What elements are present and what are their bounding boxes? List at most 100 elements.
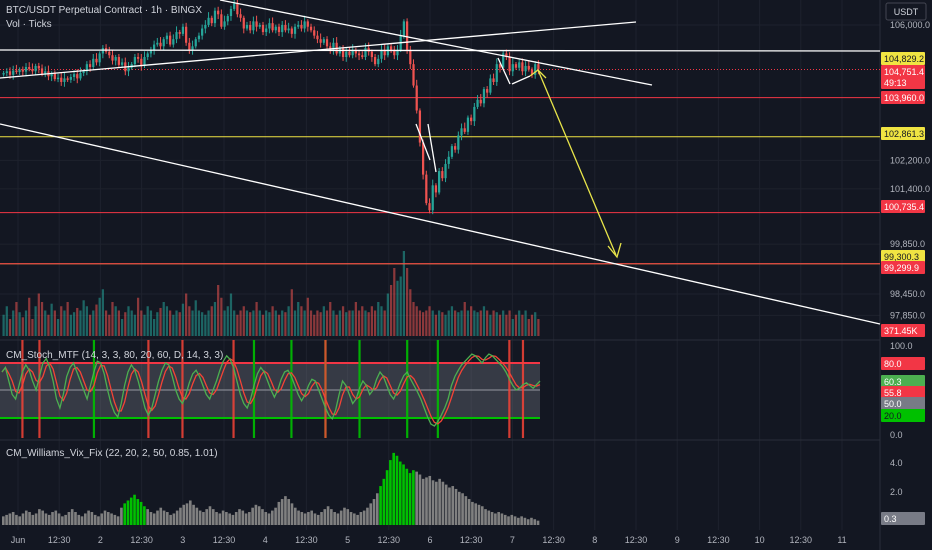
volume-bar [226, 306, 229, 336]
volume-last-tag-bg [881, 324, 925, 337]
candle-body [223, 21, 226, 27]
volume-bar [351, 310, 354, 336]
vix-bar [211, 509, 215, 525]
candle-body [82, 71, 85, 74]
candle-body [300, 24, 303, 29]
drop-leg-1[interactable] [415, 123, 431, 161]
vix-bar [218, 513, 222, 525]
candle-body [463, 128, 466, 132]
currency-button[interactable]: USDT [885, 2, 927, 21]
forecast-arrow-line[interactable] [537, 69, 617, 256]
stoch-value-tag-bg [881, 357, 925, 370]
candle-body [524, 65, 527, 72]
volume-bar [12, 310, 15, 336]
candle-body [12, 70, 15, 75]
currency-button-label[interactable]: USDT [894, 7, 919, 17]
vix-bar [205, 509, 209, 525]
vix-bar [300, 512, 304, 525]
candle-body [322, 39, 325, 43]
vix-bar [290, 503, 294, 525]
candle-body [325, 39, 329, 47]
volume-bar [418, 310, 422, 336]
pullback-leg-1[interactable] [497, 57, 511, 85]
vix-bar [330, 509, 333, 525]
vix-bar [287, 499, 291, 525]
candle-body [233, 3, 236, 9]
volume-bar [473, 310, 476, 336]
candle-body [133, 57, 137, 65]
vix-bar [264, 512, 268, 525]
vix-bar [70, 509, 74, 525]
candle-body [511, 64, 514, 72]
volume-bar [149, 310, 153, 336]
candle-body [447, 156, 450, 164]
volume-bar [393, 268, 396, 336]
volume-bar [489, 314, 492, 336]
candle-body [450, 146, 454, 157]
vix-bar [103, 510, 107, 525]
volume-bar [56, 319, 60, 336]
volume-bar [124, 312, 127, 336]
candle-body [505, 53, 508, 58]
candle-body [412, 64, 415, 86]
currency-button-frame[interactable] [885, 2, 927, 21]
vix-bar [277, 501, 281, 525]
time-axis-label: 6 [427, 535, 432, 545]
vix-bar [156, 510, 159, 525]
candle-body [229, 8, 233, 17]
williams-vix-bars [2, 452, 540, 525]
falling-trendline-lower[interactable] [0, 123, 881, 325]
volume-bar [284, 312, 287, 336]
candle-body [101, 48, 104, 54]
price-levels [0, 68, 880, 265]
vix-bar [280, 499, 284, 525]
time-axis-label: 12:30 [707, 535, 730, 545]
volume-bar [136, 297, 140, 336]
horizontal-resistance-line[interactable] [0, 49, 881, 52]
vix-bar [257, 506, 261, 525]
volume-bar [505, 314, 508, 336]
volume-bar [290, 289, 293, 336]
volume-bar [165, 306, 169, 336]
candle-body [380, 49, 383, 59]
candle-body [498, 64, 502, 68]
vix-bar [362, 510, 366, 525]
volume-bar [377, 302, 380, 336]
candle-body [140, 58, 143, 66]
volume-bar [229, 293, 233, 336]
volume-bar [44, 310, 47, 336]
falling-trendline-upper[interactable] [219, 0, 653, 86]
stoch-k-line [1, 353, 541, 427]
volume-bar [31, 319, 34, 336]
time-axis-label: 12:30 [378, 535, 401, 545]
volume-bar [332, 310, 335, 336]
volume-bar [341, 306, 345, 336]
volume-bar [492, 310, 495, 336]
volume-bar [162, 302, 165, 336]
volume-bar [217, 285, 220, 336]
vix-bar [41, 510, 44, 525]
pullback-leg-2[interactable] [511, 75, 531, 85]
volume-bar [370, 306, 373, 336]
vix-bar [120, 507, 123, 525]
volume-bar [316, 310, 319, 336]
vix-bar [346, 509, 350, 525]
volume-bar [534, 312, 537, 336]
volume-bar [104, 310, 108, 336]
vix-bar [438, 478, 441, 525]
candle-body [226, 16, 229, 22]
candle-body [191, 46, 194, 50]
volume-bar [364, 310, 367, 336]
vix-bar [497, 512, 500, 525]
drop-leg-2[interactable] [427, 123, 437, 173]
candle-body [316, 35, 319, 40]
vix-bar [244, 513, 248, 525]
volume-bar [15, 302, 18, 336]
vix-bar [323, 509, 327, 525]
vix-bar [11, 512, 15, 525]
candle-body [156, 42, 159, 45]
volume-bar [447, 310, 450, 336]
vix-bar [143, 506, 146, 525]
vix-bar [375, 493, 379, 525]
candle-body [434, 185, 438, 193]
